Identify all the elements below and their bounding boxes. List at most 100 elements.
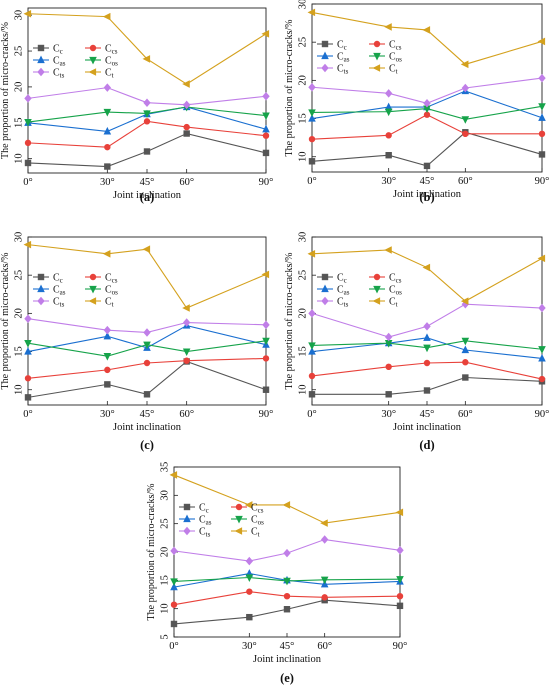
legend-marker-Ct (88, 68, 97, 76)
y-axis-title: The proportion of micro-cracks/% (284, 253, 295, 390)
data-point-Cos (308, 342, 316, 350)
plot-frame (27, 7, 267, 174)
y-tick-label: 15 (13, 118, 24, 129)
legend-label-Cas: Cas (53, 56, 66, 68)
legend-marker-Cts (321, 63, 329, 73)
legend-label-subscript: ts (206, 531, 211, 539)
data-point-Cts (384, 89, 393, 98)
legend-label-Cc: Cc (199, 503, 209, 515)
data-point-Ct (460, 60, 469, 69)
legend-label-Cts: Cts (53, 297, 65, 309)
data-point-Ccs (262, 355, 270, 362)
data-point-Ct (422, 263, 431, 272)
data-point-Ccs (462, 130, 469, 138)
data-point-Ct (395, 508, 404, 517)
x-axis-title: Joint inclination (393, 422, 462, 433)
data-point-Cts (182, 318, 191, 327)
chart-panel: 10 15 20 25 30 0° 30° 45° 60° 90° Joint inclinatio… (284, 0, 549, 204)
data-point-Cas (308, 114, 316, 122)
data-point-Cc (396, 602, 404, 610)
legend-marker-Ccs (235, 503, 243, 511)
y-tick-label: 25 (159, 518, 170, 529)
legend-marker-Ccs (89, 44, 97, 52)
legend-marker-Ct (372, 297, 381, 305)
data-point-Cc (143, 391, 151, 398)
legend-label-subscript: os (396, 56, 403, 64)
data-point-Cas (308, 347, 316, 355)
data-point-Cts (423, 99, 431, 108)
legend-label-Cos: Cos (389, 285, 402, 297)
data-point-Ct (23, 240, 32, 249)
data-point-Cos (320, 576, 329, 585)
x-tick-label: 60° (179, 177, 194, 188)
y-tick-label: 30 (297, 232, 308, 243)
series-line-Ct (173, 474, 401, 524)
x-tick-label: 0° (23, 177, 32, 188)
y-tick-label: 20 (159, 547, 170, 558)
legend-label-subscript: c (206, 507, 209, 515)
legend-marker-Cas (321, 284, 329, 293)
data-point-Cts (308, 309, 316, 318)
data-point-Cts (320, 535, 329, 544)
legend-marker-Cas (37, 55, 45, 64)
y-tick-label: 15 (159, 575, 170, 586)
legend-label-subscript: ts (344, 68, 349, 76)
data-point-Cc (308, 158, 316, 165)
y-tick-label: 15 (13, 346, 24, 357)
legend-label-subscript: c (60, 277, 63, 285)
legend-label-subscript: as (344, 56, 350, 64)
legend-label-Ct: Ct (389, 64, 398, 76)
y-tick-label: 30 (13, 232, 24, 243)
legend-label-Ccs: Ccs (105, 44, 118, 56)
data-point-Ct (142, 245, 151, 254)
legend-label-Cos: Cos (105, 285, 118, 297)
x-tick-label: 90° (259, 177, 274, 188)
data-point-Cc (262, 149, 270, 157)
data-point-Ct (384, 246, 392, 254)
data-point-Cts (245, 556, 254, 566)
data-point-Ct (320, 519, 328, 527)
legend-label-Ccs: Ccs (105, 273, 118, 285)
legend-marker-Cos (373, 285, 381, 294)
x-tick-label: 90° (259, 409, 274, 420)
x-axis-title: Joint inclination (113, 190, 182, 201)
plot-frame (27, 236, 267, 406)
data-point-Cc (170, 620, 178, 628)
x-tick-label: 90° (535, 409, 550, 420)
data-point-Ccs (283, 592, 291, 600)
data-point-Cts (423, 322, 431, 331)
legend-label-subscript: c (344, 277, 347, 285)
panel-label: (d) (419, 438, 434, 452)
data-point-Ccs (24, 139, 32, 147)
data-point-Cos (461, 337, 470, 346)
y-tick-label: 5 (159, 634, 170, 639)
data-point-Ccs (462, 359, 469, 366)
x-axis-title: Joint inclination (393, 189, 462, 200)
data-point-Ct (537, 37, 546, 46)
data-point-Ct (261, 270, 270, 279)
data-point-Cos (262, 337, 270, 346)
data-point-Cos (308, 109, 316, 117)
data-point-Ct (460, 297, 469, 305)
legend-label-Ct: Ct (389, 297, 398, 309)
data-point-Cc (462, 374, 469, 381)
legend-label-Cts: Cts (53, 68, 65, 80)
legend-label-subscript: as (60, 60, 66, 68)
legend-label-Ct: Ct (251, 527, 260, 539)
data-point-Cts (170, 546, 178, 556)
data-point-Ccs (104, 366, 111, 374)
y-tick-label: 10 (297, 151, 308, 162)
data-point-Cc (423, 387, 431, 394)
x-tick-label: 45° (140, 177, 155, 188)
data-point-Cc (385, 152, 392, 159)
legend-label-subscript: os (396, 289, 403, 297)
data-point-Ct (142, 55, 151, 63)
legend-label-subscript: os (112, 60, 119, 68)
data-point-Cos (103, 108, 112, 117)
data-point-Ct (307, 250, 316, 258)
y-tick-label: 20 (297, 75, 308, 86)
data-point-Cts (396, 546, 404, 555)
legend-label-subscript: os (112, 289, 119, 297)
data-point-Cts (538, 73, 546, 83)
